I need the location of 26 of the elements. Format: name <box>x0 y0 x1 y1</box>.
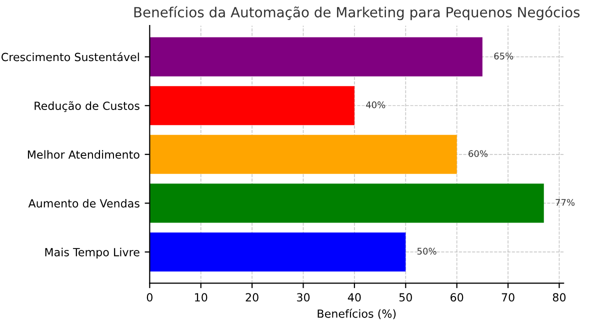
y-tick-label: Mais Tempo Livre <box>45 248 140 259</box>
y-tick-label: Redução de Custos <box>34 101 140 112</box>
bar <box>150 184 544 223</box>
data-label: 77% <box>556 198 575 206</box>
x-tick-label: 10 <box>195 293 208 302</box>
x-tick-label: 40 <box>348 293 361 302</box>
y-tick-label: Melhor Atendimento <box>28 150 140 159</box>
chart-title: Benefícios da Automação de Marketing para Pequenos Negócios <box>134 6 580 20</box>
x-axis-title: Benefícios (%) <box>318 308 396 320</box>
data-label: 65% <box>494 52 514 60</box>
x-tick-label: 50 <box>399 293 412 302</box>
x-tick-label: 0 <box>146 293 152 302</box>
bar <box>150 86 354 126</box>
x-tick-label: 70 <box>502 293 514 302</box>
bar <box>150 232 406 272</box>
x-tick-label: 60 <box>450 293 464 302</box>
bar <box>150 134 457 174</box>
x-tick-label: 30 <box>297 293 310 302</box>
x-tick-label: 80 <box>552 293 566 302</box>
data-label: 60% <box>468 150 488 158</box>
bar <box>150 37 482 76</box>
x-tick-label: 20 <box>246 293 258 302</box>
y-tick-label: Aumento de Vendas <box>28 198 140 208</box>
data-label: 40% <box>366 101 386 108</box>
data-label: 50% <box>417 248 436 255</box>
y-tick-label: Crescimento Sustentável <box>2 52 139 62</box>
